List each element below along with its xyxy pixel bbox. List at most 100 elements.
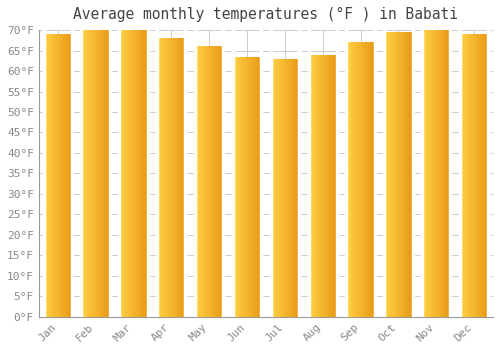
Bar: [134, 28, 135, 317]
Bar: [68, 34, 70, 317]
Bar: [242, 57, 244, 317]
Bar: [394, 32, 396, 317]
Bar: [448, 30, 450, 317]
Bar: [425, 30, 426, 317]
Bar: [313, 55, 314, 317]
Bar: [120, 28, 122, 317]
Bar: [397, 32, 399, 317]
Bar: [352, 42, 354, 317]
Bar: [49, 34, 51, 317]
Bar: [396, 32, 398, 317]
Bar: [168, 38, 170, 317]
Bar: [368, 42, 370, 317]
Bar: [100, 30, 102, 317]
Bar: [50, 34, 52, 317]
Bar: [365, 42, 366, 317]
Bar: [92, 30, 94, 317]
Bar: [54, 34, 56, 317]
Bar: [102, 30, 104, 317]
Bar: [442, 30, 444, 317]
Bar: [354, 42, 356, 317]
Bar: [140, 28, 142, 317]
Bar: [332, 55, 334, 317]
Bar: [392, 32, 393, 317]
Bar: [476, 34, 478, 317]
Bar: [244, 57, 246, 317]
Bar: [209, 47, 211, 317]
Bar: [144, 28, 145, 317]
Bar: [410, 32, 412, 317]
Bar: [158, 38, 160, 317]
Bar: [222, 47, 224, 317]
Bar: [139, 28, 141, 317]
Bar: [236, 57, 238, 317]
Bar: [327, 55, 329, 317]
Bar: [296, 59, 298, 317]
Bar: [87, 30, 89, 317]
Bar: [52, 34, 54, 317]
Title: Average monthly temperatures (°F ) in Babati: Average monthly temperatures (°F ) in Ba…: [74, 7, 458, 22]
Bar: [254, 57, 256, 317]
Bar: [436, 30, 438, 317]
Bar: [216, 47, 218, 317]
Bar: [320, 55, 322, 317]
Bar: [200, 47, 202, 317]
Bar: [246, 57, 248, 317]
Bar: [482, 34, 484, 317]
Bar: [206, 47, 208, 317]
Bar: [124, 28, 126, 317]
Bar: [466, 34, 468, 317]
Bar: [62, 34, 64, 317]
Bar: [166, 38, 168, 317]
Bar: [170, 38, 172, 317]
Bar: [290, 59, 292, 317]
Bar: [181, 38, 183, 317]
Bar: [198, 47, 200, 317]
Bar: [284, 59, 285, 317]
Bar: [348, 42, 350, 317]
Bar: [398, 32, 400, 317]
Bar: [322, 55, 323, 317]
Bar: [349, 42, 351, 317]
Bar: [386, 32, 388, 317]
Bar: [310, 55, 312, 317]
Bar: [477, 34, 479, 317]
Bar: [86, 30, 87, 317]
Bar: [406, 32, 407, 317]
Bar: [94, 30, 96, 317]
Bar: [472, 34, 473, 317]
Bar: [474, 34, 476, 317]
Bar: [252, 57, 254, 317]
Bar: [162, 38, 163, 317]
Bar: [286, 59, 288, 317]
Bar: [256, 57, 258, 317]
Bar: [136, 28, 138, 317]
Bar: [88, 30, 90, 317]
Bar: [336, 55, 338, 317]
Bar: [128, 28, 130, 317]
Bar: [392, 32, 394, 317]
Bar: [400, 32, 402, 317]
Bar: [82, 30, 83, 317]
Bar: [214, 47, 215, 317]
Bar: [64, 34, 65, 317]
Bar: [438, 30, 440, 317]
Bar: [428, 30, 430, 317]
Bar: [97, 30, 99, 317]
Bar: [90, 30, 92, 317]
Bar: [282, 59, 284, 317]
Bar: [69, 34, 71, 317]
Bar: [126, 28, 128, 317]
Bar: [219, 47, 221, 317]
Bar: [350, 42, 352, 317]
Bar: [248, 57, 250, 317]
Bar: [196, 47, 198, 317]
Bar: [247, 57, 249, 317]
Bar: [370, 42, 372, 317]
Bar: [208, 47, 210, 317]
Bar: [481, 34, 483, 317]
Bar: [374, 42, 375, 317]
Bar: [176, 38, 178, 317]
Bar: [334, 55, 336, 317]
Bar: [108, 30, 110, 317]
